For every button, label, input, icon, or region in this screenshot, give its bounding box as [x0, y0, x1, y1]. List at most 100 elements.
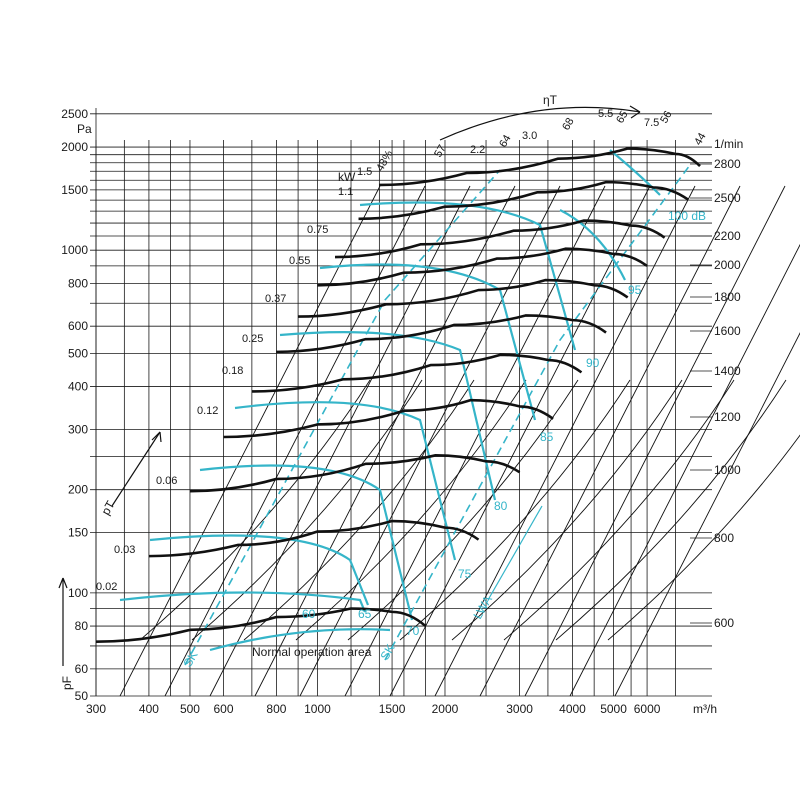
power-label: 1.5: [357, 166, 372, 178]
efficiency-curve: [295, 379, 527, 641]
y-tick-label: 1000: [61, 243, 88, 257]
power-diagonal: [569, 243, 800, 697]
eta-arrow: [439, 106, 641, 141]
speed-label: 1000: [714, 463, 741, 477]
sk-label: SK: [180, 649, 200, 670]
power-label: 0.06: [156, 475, 177, 487]
speed-label: 1200: [714, 410, 741, 424]
efficiency-curve: [347, 379, 579, 641]
power-diagonal: [614, 332, 800, 697]
y-tick-label: 2000: [61, 140, 88, 154]
efficiency-curve: [607, 434, 800, 641]
y-tick-label: 150: [68, 526, 88, 540]
power-diagonal: [164, 185, 426, 697]
power-lines-layer: [119, 185, 800, 697]
efficiency-label: 48%: [374, 148, 396, 173]
speed-curves-layer: [95, 147, 701, 644]
power-label: 0.02: [96, 581, 117, 593]
power-label: 3.0: [522, 130, 537, 142]
speed-curve: [317, 247, 648, 287]
power-label: 5.5: [598, 108, 613, 120]
speed-curve: [298, 278, 629, 318]
efficiency-label: 56: [658, 109, 675, 126]
y-axis-top-label: Pa: [77, 122, 92, 136]
noise-curve: [149, 534, 370, 606]
y-tick-label: 200: [68, 483, 88, 497]
power-label: 0.03: [114, 544, 135, 556]
x-tick-label: 6000: [634, 702, 661, 716]
speed-curve: [223, 398, 554, 439]
x-tick-label: 2000: [432, 702, 459, 716]
power-diagonal: [254, 185, 516, 697]
y-tick-label: 1500: [61, 183, 88, 197]
pt-arrow: [111, 431, 161, 507]
efficiency-label: 64: [497, 133, 514, 150]
right-axis-label: 1/min: [714, 137, 743, 151]
noise-curve: [119, 591, 367, 613]
power-label: 0.55: [289, 255, 310, 267]
speed-curve: [358, 180, 689, 221]
x-tick-label: 1000: [304, 702, 331, 716]
eta-label: ηT: [543, 93, 558, 107]
speed-curve: [95, 607, 427, 644]
noise-label: 95: [628, 283, 642, 297]
power-diagonal: [389, 185, 651, 697]
y-tick-label: 800: [68, 276, 88, 290]
speed-label: 1600: [714, 324, 741, 338]
power-label: 1.1: [338, 186, 353, 198]
power-label: 0.37: [265, 293, 286, 305]
speed-label: 2500: [714, 191, 741, 205]
power-diagonal: [434, 185, 696, 697]
speed-curve: [379, 147, 701, 187]
y-tick-label: 80: [75, 619, 89, 633]
x-axis-label: m³/h: [693, 702, 717, 716]
speed-curve: [276, 314, 607, 354]
kw-label: kW: [338, 170, 356, 184]
pt-arrow-head: [151, 431, 162, 443]
y-tick-label: 60: [75, 662, 89, 676]
noise-curve: [279, 331, 497, 501]
y-tick-label: 600: [68, 319, 88, 333]
x-tick-label: 600: [213, 702, 233, 716]
noise-curve: [559, 209, 626, 281]
y-tick-label: 300: [68, 422, 88, 436]
lwa-label: LWA: [470, 593, 494, 621]
power-label: 0.12: [197, 405, 218, 417]
efficiency-curve: [451, 379, 683, 641]
power-label: 0.25: [242, 333, 263, 345]
speed-label: 2000: [714, 258, 741, 272]
speed-label: 1800: [714, 290, 741, 304]
normal-operation-annotation: Normal operation area: [252, 645, 372, 659]
speed-label: 1400: [714, 364, 741, 378]
x-tick-label: 3000: [506, 702, 533, 716]
power-diagonal: [119, 185, 381, 697]
noise-lines-layer: [119, 149, 691, 666]
speed-curve: [335, 219, 666, 259]
x-tick-label: 500: [180, 702, 200, 716]
noise-label: 100 dB: [668, 209, 706, 223]
speed-label: 600: [714, 616, 734, 630]
lwa-arrow: [487, 505, 543, 601]
noise-label: 90: [586, 356, 600, 370]
y-tick-label: 400: [68, 380, 88, 394]
noise-curve: [319, 263, 537, 421]
x-tick-label: 400: [139, 702, 159, 716]
noise-label: 65: [358, 607, 372, 621]
power-diagonal: [479, 185, 741, 697]
x-tick-label: 5000: [600, 702, 627, 716]
noise-label: 80: [494, 499, 508, 513]
speed-label: 2800: [714, 157, 741, 171]
grid-layer: [90, 108, 712, 697]
noise-label: 85: [540, 430, 554, 444]
power-diagonal: [209, 185, 471, 697]
sk-dash-line: [184, 169, 501, 666]
normal-operation-arrow: [209, 628, 391, 652]
y-tick-label: 500: [68, 346, 88, 360]
power-label: 7.5: [644, 117, 659, 129]
efficiency-curve: [399, 379, 631, 641]
speed-curve: [251, 353, 583, 393]
efficiency-curve: [555, 379, 787, 641]
sk-label: SK: [377, 642, 397, 663]
